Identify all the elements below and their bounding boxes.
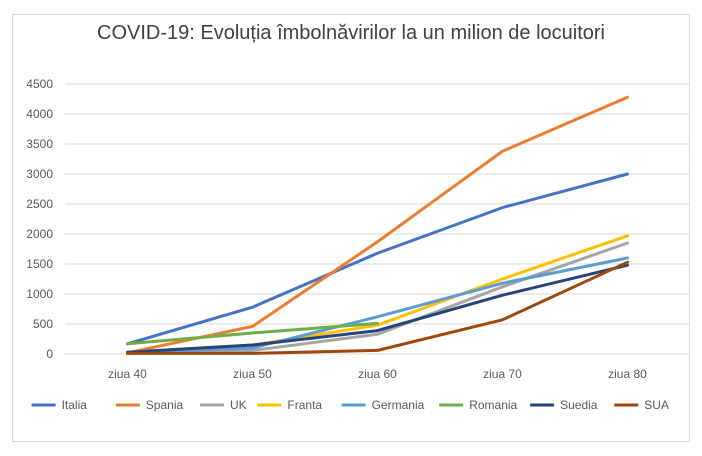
legend-label-franta: Franta bbox=[287, 398, 322, 412]
x-tick-label: ziua 60 bbox=[358, 367, 397, 381]
x-tick-label: ziua 80 bbox=[608, 367, 647, 381]
x-tick-label: ziua 40 bbox=[108, 367, 147, 381]
y-tick-label: 0 bbox=[46, 347, 53, 361]
legend-label-suedia: Suedia bbox=[560, 398, 598, 412]
y-tick-label: 3000 bbox=[26, 167, 53, 181]
y-tick-label: 500 bbox=[33, 317, 53, 331]
series-line-suedia bbox=[126, 263, 629, 354]
x-tick-label: ziua 70 bbox=[483, 367, 522, 381]
x-axis: ziua 40 ziua 50 ziua 60 ziua 70 ziua 80 bbox=[108, 367, 647, 381]
y-tick-label: 4000 bbox=[26, 107, 53, 121]
legend: Italia Spania UK Franta Germania Romania Suedi… bbox=[31, 398, 669, 412]
grid-lines bbox=[65, 83, 690, 355]
y-tick-label: 2500 bbox=[26, 197, 53, 211]
series-line-spania bbox=[126, 95, 629, 355]
y-tick-label: 2000 bbox=[26, 227, 53, 241]
series-line-romania bbox=[126, 321, 379, 346]
chart-area bbox=[12, 14, 690, 442]
x-tick-label: ziua 50 bbox=[233, 367, 272, 381]
y-tick-label: 3500 bbox=[26, 137, 53, 151]
y-tick-label: 1000 bbox=[26, 287, 53, 301]
series-line-uk bbox=[126, 241, 629, 355]
legend-label-sua: SUA bbox=[644, 398, 669, 412]
plot-series bbox=[126, 95, 629, 355]
series-line-sua bbox=[126, 260, 629, 355]
chart-title: COVID-19: Evoluția îmbolnăvirilor la un … bbox=[97, 22, 605, 44]
y-axis: 0 500 1000 1500 2000 2500 3000 3500 4000 4500 bbox=[26, 77, 53, 361]
series-line-germania bbox=[126, 256, 629, 355]
series-line-italia bbox=[126, 172, 629, 346]
legend-label-romania: Romania bbox=[469, 398, 517, 412]
legend-label-uk: UK bbox=[230, 398, 247, 412]
y-tick-label: 1500 bbox=[26, 257, 53, 271]
y-tick-label: 4500 bbox=[26, 77, 53, 91]
legend-label-spania: Spania bbox=[146, 398, 184, 412]
legend-label-germania: Germania bbox=[372, 398, 425, 412]
legend-label-italia: Italia bbox=[62, 398, 88, 412]
